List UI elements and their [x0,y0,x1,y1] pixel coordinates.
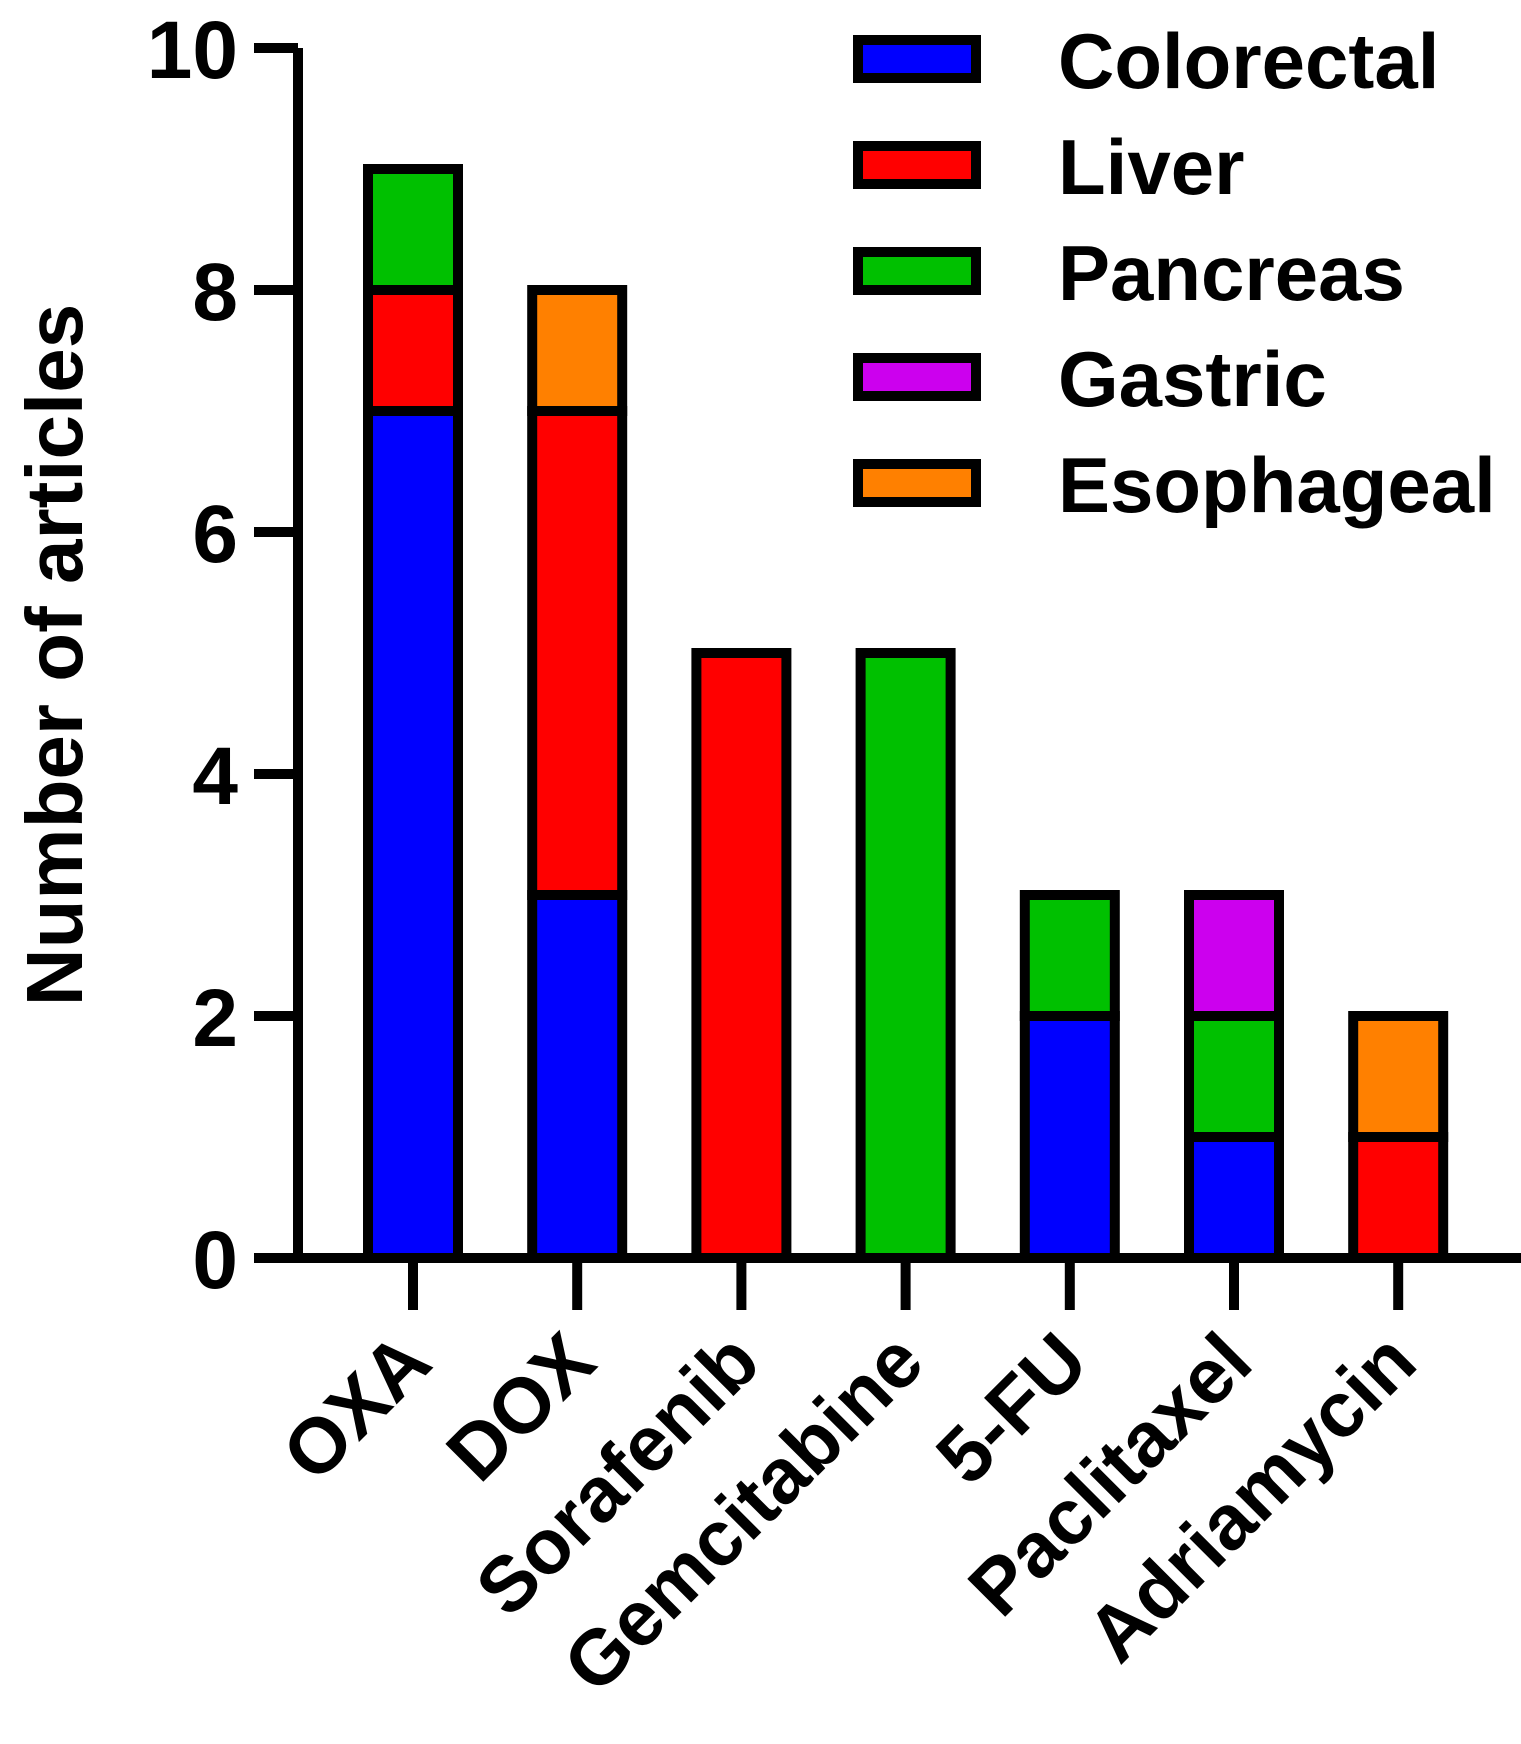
bar-segment-paclitaxel-colorectal [1184,1132,1284,1263]
x-tick-label-oxa: OXA [265,1316,447,1498]
bar-sorafenib [691,648,792,1263]
legend-label: Pancreas [1058,229,1405,317]
bar-segment-oxa-pancreas [363,164,463,295]
bar-segment-5-fu-colorectal [1019,1011,1120,1263]
legend: Colorectal Liver Pancreas Gastric Esophageal [853,17,1496,529]
bar-segment-dox-colorectal [527,890,628,1263]
axes-layer [254,48,1521,1263]
y-axis-title: Number of articles [10,304,99,1006]
bar-paclitaxel [1184,890,1284,1263]
y-ticks: 0 2 4 6 8 10 [147,5,298,1306]
legend-item-colorectal: Colorectal [853,17,1439,105]
bar-segment-oxa-liver [363,285,463,416]
legend-swatch [853,35,981,83]
legend-swatch [853,459,981,507]
bar-segment-oxa-colorectal [363,406,463,1263]
bar-segment-paclitaxel-pancreas [1184,1011,1284,1142]
bar-segment-paclitaxel-gastric [1184,890,1284,1021]
legend-item-gastric: Gastric [853,335,1327,423]
bars-layer [363,164,1449,1263]
legend-swatch [853,353,981,401]
bar-gemcitabine [855,648,956,1263]
legend-item-liver: Liver [853,123,1244,211]
x-ticks: OXADOXSorafenibGemcitabine5-FUPaclitaxel… [265,1258,1432,1709]
bar-segment-adriamycin-liver [1348,1132,1449,1263]
bar-5-fu [1019,890,1120,1263]
bar-segment-sorafenib-liver [691,648,792,1263]
bar-segment-dox-esophageal [527,285,628,416]
legend-swatch [853,247,981,295]
bar-segment-dox-liver [527,406,628,900]
bar-dox [527,285,628,1263]
y-tick-label: 6 [192,489,238,580]
y-tick-label: 10 [147,5,238,96]
y-tick-label: 4 [192,731,238,822]
bar-adriamycin [1348,1011,1449,1263]
bar-oxa [363,164,463,1263]
legend-label: Colorectal [1058,17,1439,105]
legend-label: Gastric [1058,335,1327,423]
y-tick-label: 2 [192,973,238,1064]
bar-segment-gemcitabine-pancreas [855,648,956,1263]
legend-item-pancreas: Pancreas [853,229,1405,317]
legend-item-esophageal: Esophageal [853,441,1496,529]
legend-label: Esophageal [1058,441,1496,529]
legend-swatch [853,141,981,189]
y-tick-label: 0 [192,1215,238,1306]
y-tick-label: 8 [192,247,238,338]
legend-label: Liver [1058,123,1244,211]
bar-segment-5-fu-pancreas [1019,890,1120,1021]
bar-segment-adriamycin-esophageal [1348,1011,1449,1142]
